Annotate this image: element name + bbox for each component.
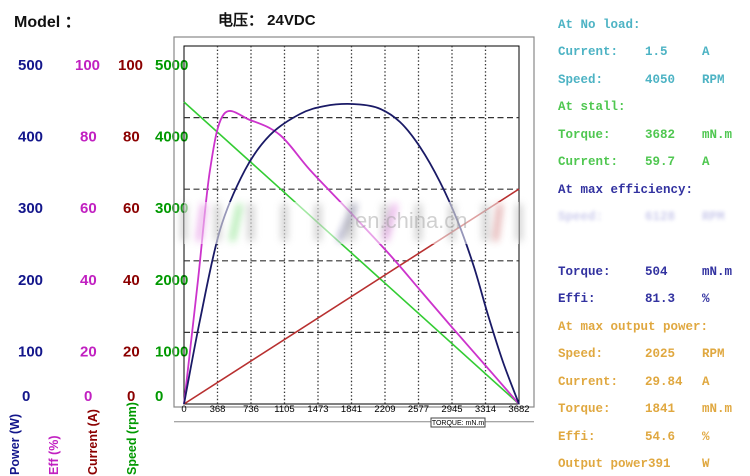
svg-text:Current:: Current: [558,155,618,169]
svg-text:TORQUE: mN.m: TORQUE: mN.m [432,420,485,427]
svg-text:电压： 24VDC: 电压： 24VDC [218,11,316,29]
svg-text:mN.m: mN.m [702,402,733,416]
svg-text:80: 80 [123,129,140,146]
svg-text:3682: 3682 [508,404,529,415]
svg-text:60: 60 [80,200,97,217]
svg-text:1000: 1000 [155,343,188,360]
svg-text:1105: 1105 [274,404,294,415]
svg-text:3682: 3682 [645,128,675,142]
svg-text:Speed:: Speed: [558,73,603,87]
svg-text:29.84: 29.84 [645,375,683,389]
svg-text:500: 500 [18,57,43,74]
svg-text:504: 504 [645,265,668,279]
svg-text:40: 40 [80,272,97,289]
svg-text:5000: 5000 [155,57,188,74]
svg-text:81.3: 81.3 [645,292,675,306]
svg-text:20: 20 [80,343,97,360]
svg-text:2000: 2000 [155,272,188,289]
svg-text:4000: 4000 [155,129,188,146]
svg-text:4050: 4050 [645,73,675,87]
svg-text:Eff (%): Eff (%) [47,435,61,475]
svg-text:At max efficiency:: At max efficiency: [558,183,693,197]
svg-text:736: 736 [243,404,259,415]
svg-text:100: 100 [118,57,143,74]
svg-text:A: A [702,45,710,59]
svg-text:54.6: 54.6 [645,430,675,444]
svg-text:Effi:: Effi: [558,292,596,306]
svg-text:en.china.cn: en.china.cn [355,208,468,233]
svg-text:1.5: 1.5 [645,45,668,59]
svg-text:Current:: Current: [558,375,618,389]
svg-text:3314: 3314 [475,404,496,415]
svg-text:Current (A): Current (A) [86,409,100,475]
svg-text:Current:: Current: [558,45,618,59]
svg-text:0: 0 [181,404,186,415]
svg-text:Torque:: Torque: [558,265,611,279]
svg-text:Speed:: Speed: [558,210,603,224]
svg-text:2025: 2025 [645,347,675,361]
svg-text:1841: 1841 [645,402,675,416]
svg-text:Speed (rpm): Speed (rpm) [125,402,139,475]
svg-text:A: A [702,155,710,169]
svg-text:2209: 2209 [374,404,395,415]
svg-text:Speed:: Speed: [558,347,603,361]
svg-text:2577: 2577 [408,404,429,415]
svg-text:200: 200 [18,272,43,289]
svg-text:Power (W): Power (W) [8,414,22,475]
svg-text:Effi:: Effi: [558,430,596,444]
svg-text:59.7: 59.7 [645,155,675,169]
svg-text:368: 368 [210,404,226,415]
svg-text:1473: 1473 [307,404,328,415]
svg-text:%: % [702,292,710,306]
svg-text:At No load:: At No load: [558,18,641,32]
svg-text:At max output power:: At max output power: [558,320,708,334]
svg-text:Torque:: Torque: [558,128,611,142]
svg-text:300: 300 [18,200,43,217]
svg-text:RPM: RPM [702,210,725,224]
svg-text:400: 400 [18,129,43,146]
svg-text:W: W [702,457,710,471]
svg-text:At stall:: At stall: [558,100,626,114]
svg-text:RPM: RPM [702,73,725,87]
svg-text:20: 20 [123,343,140,360]
svg-text:0: 0 [155,388,163,405]
svg-text:40: 40 [123,272,140,289]
svg-text:Torque:: Torque: [558,402,611,416]
svg-text:1841: 1841 [341,404,362,415]
svg-text:0: 0 [22,388,30,405]
svg-text:mN.m: mN.m [702,128,733,142]
svg-text:100: 100 [18,343,43,360]
svg-text:RPM: RPM [702,347,725,361]
svg-text:2945: 2945 [441,404,462,415]
svg-text:%: % [702,430,710,444]
svg-text:80: 80 [80,129,97,146]
svg-text:60: 60 [123,200,140,217]
svg-text:A: A [702,375,710,389]
svg-text:0: 0 [84,388,92,405]
svg-text:6128: 6128 [645,210,675,224]
svg-text:Output power391: Output power391 [558,457,671,471]
svg-text:100: 100 [75,57,100,74]
svg-text:Model ：: Model ： [14,14,81,31]
svg-text:mN.m: mN.m [702,265,733,279]
